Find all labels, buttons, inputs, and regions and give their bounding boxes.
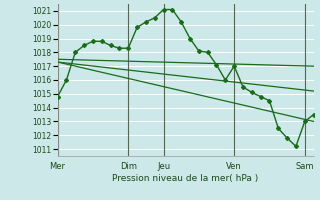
X-axis label: Pression niveau de la mer( hPa ): Pression niveau de la mer( hPa ) <box>112 174 259 183</box>
